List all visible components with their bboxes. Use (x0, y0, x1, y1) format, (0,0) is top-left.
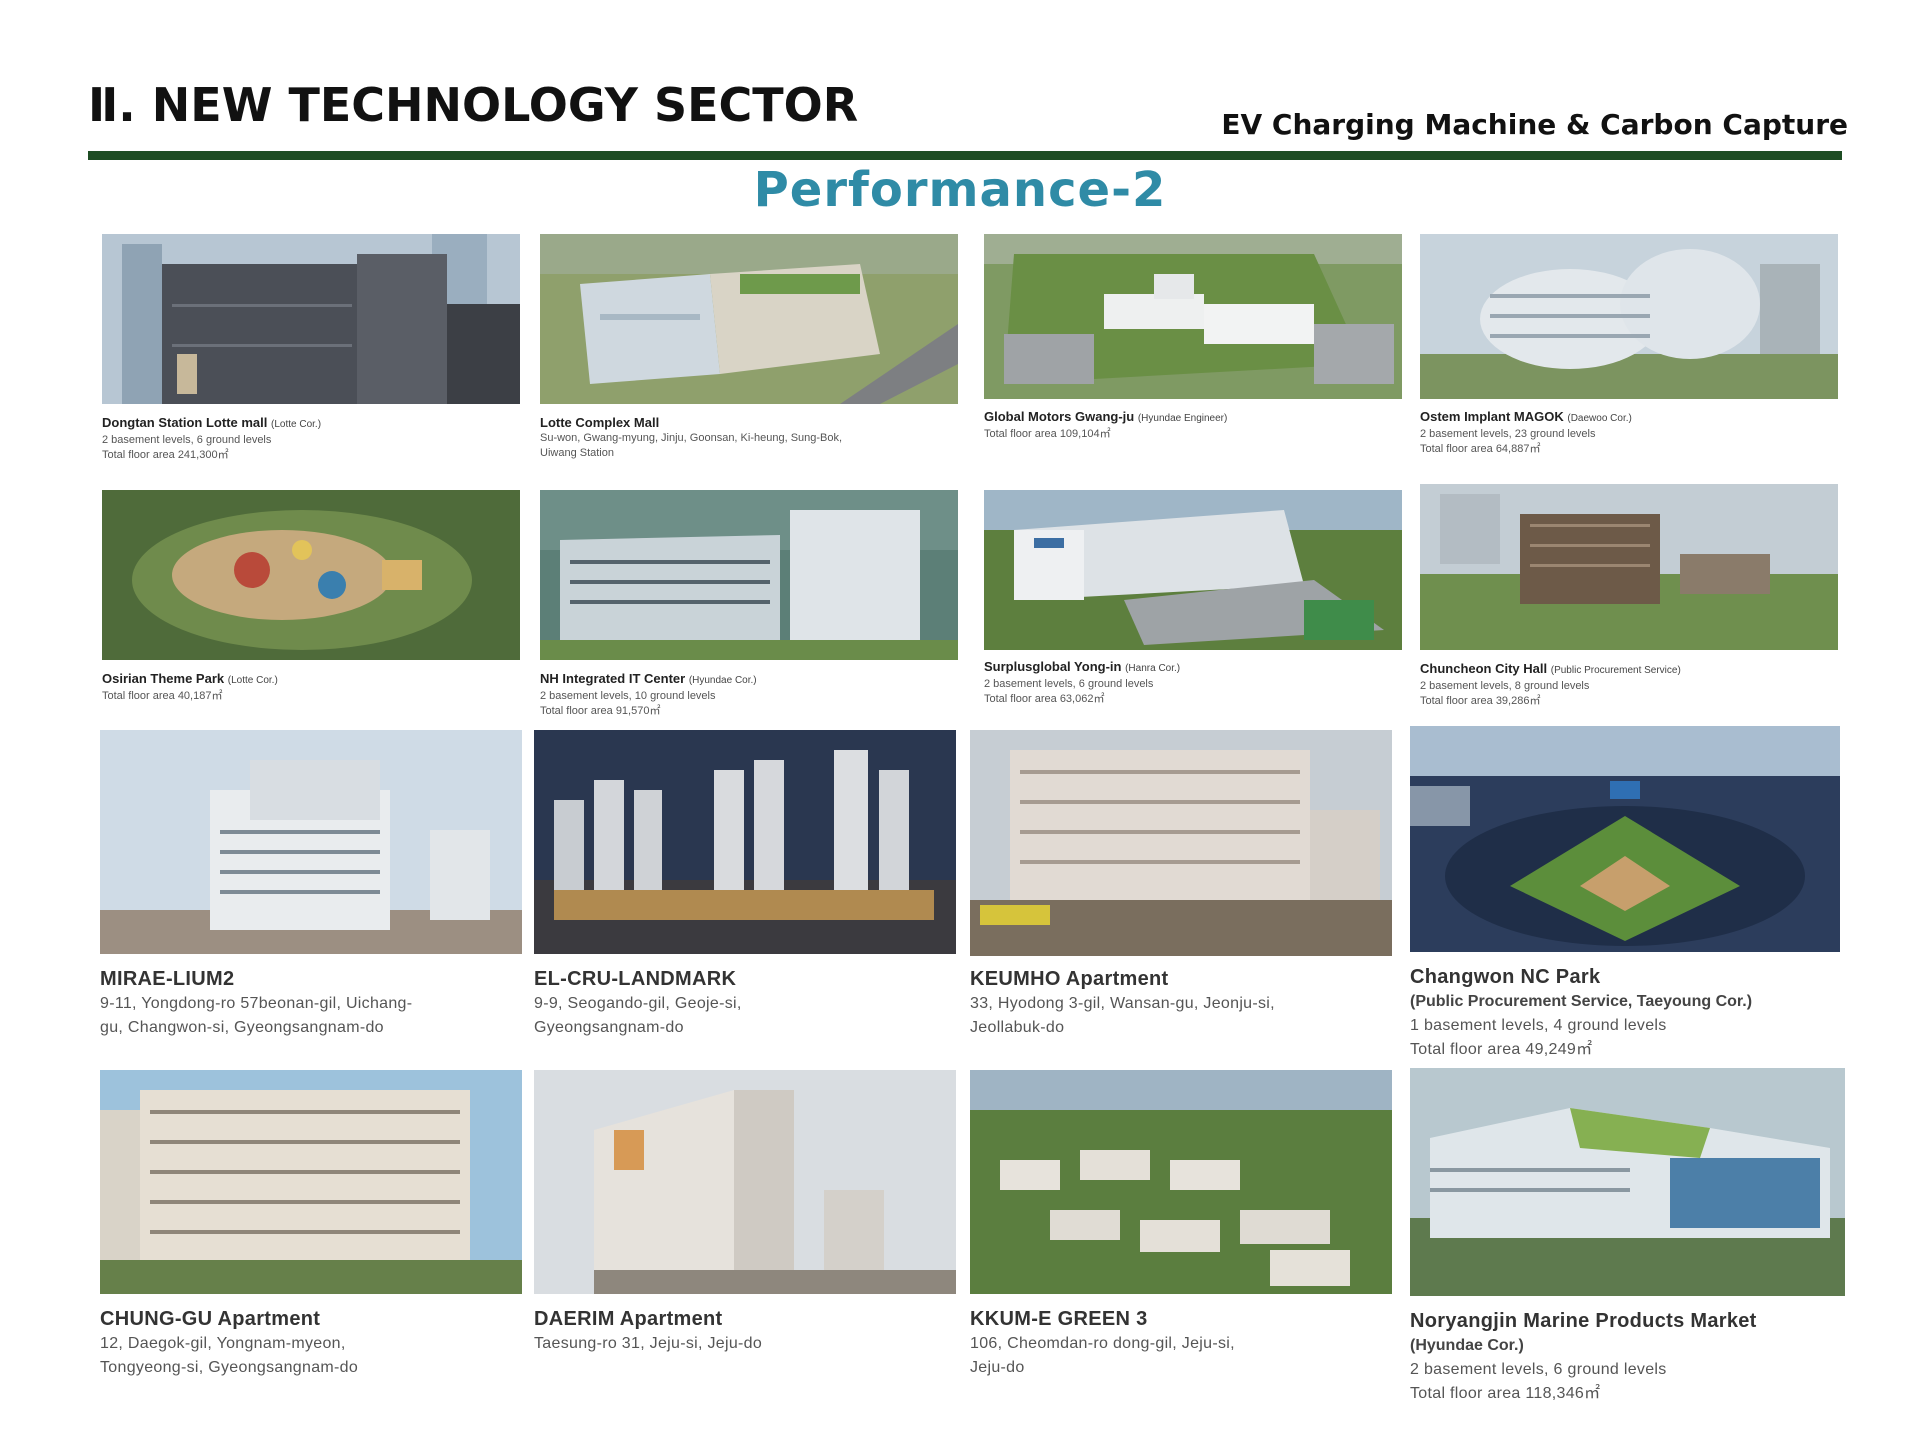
project-client: (Hanra Cor.) (1125, 663, 1181, 674)
project-detail: 33, Hyodong 3-gil, Wansan-gu, Jeonju-si, (970, 995, 1275, 1012)
project-card-lotte-complex-mall: Lotte Complex Mall Su-won, Gwang-myung, … (540, 234, 958, 474)
project-detail: Total floor area 40,187㎡ (102, 690, 223, 702)
project-client: (Hyundae Cor.) (1410, 1337, 1524, 1354)
project-photo (970, 1070, 1392, 1294)
project-client: (Daewoo Cor.) (1567, 413, 1632, 424)
project-detail: 9-9, Seogando-gil, Geoje-si, (534, 995, 742, 1012)
project-detail: Gyeongsangnam-do (534, 1019, 684, 1036)
project-card-el-cru-landmark: EL-CRU-LANDMARK 9-9, Seogando-gil, Geoje… (534, 730, 956, 1060)
project-card-nh-it-center: NH Integrated IT Center (Hyundae Cor.) 2… (540, 490, 958, 720)
project-name: Noryangjin Marine Products Market (1410, 1310, 1757, 1332)
project-detail: Total floor area 39,286㎡ (1420, 695, 1541, 707)
project-card-global-motors: Global Motors Gwang-ju (Hyundae Engineer… (984, 234, 1402, 474)
project-detail: 2 basement levels, 6 ground levels (1410, 1361, 1667, 1378)
project-detail: Total floor area 63,062㎡ (984, 693, 1105, 705)
project-photo (540, 490, 958, 660)
project-photo (534, 730, 956, 954)
project-card-keumho-apartment: KEUMHO Apartment 33, Hyodong 3-gil, Wans… (970, 730, 1392, 1060)
project-detail: 9-11, Yongdong-ro 57beonan-gil, Uichang- (100, 995, 413, 1012)
project-card-changwon-nc-park: Changwon NC Park (Public Procurement Ser… (1410, 726, 1840, 1066)
project-photo (984, 490, 1402, 650)
project-client: (Lotte Cor.) (227, 675, 278, 686)
slide-subtitle: EV Charging Machine & Carbon Capture (1221, 108, 1848, 141)
project-photo (102, 234, 520, 404)
project-name: Lotte Complex Mall (540, 415, 660, 430)
project-detail: 2 basement levels, 6 ground levels (984, 678, 1154, 690)
project-card-kkum-e-green-3: KKUM-E GREEN 3 106, Cheomdan-ro dong-gil… (970, 1070, 1392, 1390)
project-detail: 2 basement levels, 23 ground levels (1420, 428, 1596, 440)
slide-title: Ⅱ. NEW TECHNOLOGY SECTOR (88, 78, 859, 132)
header-divider (88, 151, 1842, 160)
project-detail: 1 basement levels, 4 ground levels (1410, 1017, 1667, 1034)
project-detail: Total floor area 109,104㎡ (984, 428, 1111, 440)
project-detail: 12, Daegok-gil, Yongnam-myeon, (100, 1335, 346, 1352)
project-card-noryangjin-market: Noryangjin Marine Products Market (Hyund… (1410, 1068, 1845, 1408)
project-detail: Jeju-do (970, 1359, 1025, 1376)
project-detail: 106, Cheomdan-ro dong-gil, Jeju-si, (970, 1335, 1235, 1352)
project-card-ostem-implant: Ostem Implant MAGOK (Daewoo Cor.) 2 base… (1420, 234, 1838, 474)
project-name: DAERIM Apartment (534, 1308, 723, 1330)
project-name: NH Integrated IT Center (540, 671, 686, 686)
project-client: (Hyundae Cor.) (688, 675, 757, 686)
project-photo (1420, 234, 1838, 399)
project-card-osirian-theme-park: Osirian Theme Park (Lotte Cor.) Total fl… (102, 490, 520, 720)
project-name: MIRAE-LIUM2 (100, 968, 235, 990)
project-photo (100, 1070, 522, 1294)
project-photo (984, 234, 1402, 399)
project-photo (1410, 1068, 1845, 1296)
section-title: Performance-2 (753, 162, 1167, 218)
project-photo (100, 730, 522, 954)
project-photo (534, 1070, 956, 1294)
project-photo (102, 490, 520, 660)
project-photo (970, 730, 1392, 956)
project-detail: Total floor area 64,887㎡ (1420, 443, 1541, 455)
project-card-daerim-apartment: DAERIM Apartment Taesung-ro 31, Jeju-si,… (534, 1070, 956, 1390)
project-photo (1420, 484, 1838, 650)
project-name: Osirian Theme Park (102, 671, 225, 686)
project-name: Ostem Implant MAGOK (1420, 409, 1564, 424)
project-detail: Taesung-ro 31, Jeju-si, Jeju-do (534, 1335, 763, 1352)
project-detail: Total floor area 49,249㎡ (1410, 1041, 1593, 1058)
project-client: (Public Procurement Service) (1550, 665, 1681, 676)
project-detail: Su-won, Gwang-myung, Jinju, Goonsan, Ki-… (540, 432, 843, 444)
project-name: Surplusglobal Yong-in (984, 659, 1122, 674)
project-detail: Jeollabuk-do (970, 1019, 1065, 1036)
project-name: CHUNG-GU Apartment (100, 1308, 321, 1330)
project-detail: 2 basement levels, 6 ground levels (102, 434, 272, 446)
project-card-chuncheon-city-hall: Chuncheon City Hall (Public Procurement … (1420, 484, 1838, 720)
project-name: Changwon NC Park (1410, 966, 1601, 988)
project-photo (540, 234, 958, 404)
project-card-dongtan-lotte-mall: Dongtan Station Lotte mall (Lotte Cor.) … (102, 234, 520, 474)
project-name: Chuncheon City Hall (1420, 661, 1548, 676)
project-name: KKUM-E GREEN 3 (970, 1308, 1148, 1330)
project-detail: 2 basement levels, 8 ground levels (1420, 680, 1590, 692)
project-name: EL-CRU-LANDMARK (534, 968, 737, 990)
project-detail: Uiwang Station (540, 447, 614, 459)
project-detail: Tongyeong-si, Gyeongsangnam-do (100, 1359, 359, 1376)
project-name: KEUMHO Apartment (970, 968, 1169, 990)
project-card-mirae-lium2: MIRAE-LIUM2 9-11, Yongdong-ro 57beonan-g… (100, 730, 522, 1060)
project-detail: gu, Changwon-si, Gyeongsangnam-do (100, 1019, 384, 1036)
project-card-surplusglobal: Surplusglobal Yong-in (Hanra Cor.) 2 bas… (984, 490, 1402, 720)
project-card-chung-gu-apartment: CHUNG-GU Apartment 12, Daegok-gil, Yongn… (100, 1070, 522, 1390)
project-client: (Public Procurement Service, Taeyoung Co… (1410, 993, 1753, 1010)
project-client: (Hyundae Engineer) (1137, 413, 1228, 424)
project-detail: Total floor area 91,570㎡ (540, 705, 661, 717)
project-photo (1410, 726, 1840, 952)
project-detail: Total floor area 241,300㎡ (102, 449, 229, 461)
project-client: (Lotte Cor.) (271, 419, 322, 430)
project-name: Dongtan Station Lotte mall (102, 415, 268, 430)
project-name: Global Motors Gwang-ju (984, 409, 1135, 424)
project-detail: 2 basement levels, 10 ground levels (540, 690, 716, 702)
project-detail: Total floor area 118,346㎡ (1410, 1385, 1601, 1402)
